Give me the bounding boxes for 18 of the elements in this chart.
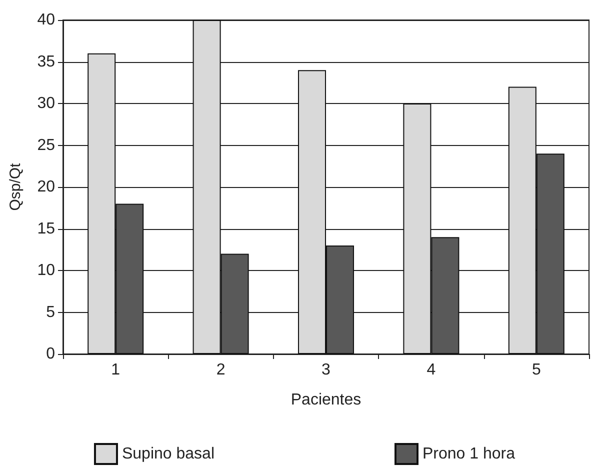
legend-label: Prono 1 hora <box>422 446 516 462</box>
y-tick-label: 25 <box>37 136 56 154</box>
x-tick-label: 2 <box>216 362 226 378</box>
y-tick-label: 0 <box>46 346 56 362</box>
x-tick-label: 3 <box>322 362 331 378</box>
legend-label: Supino basal <box>122 446 215 462</box>
x-tick-label: 1 <box>111 362 120 378</box>
y-tick-label: 20 <box>37 178 56 196</box>
y-tick-label: 10 <box>37 262 56 279</box>
y-tick-label: 30 <box>37 95 56 112</box>
x-axis-title: Pacientes <box>290 392 362 408</box>
y-tick-label: 40 <box>37 12 56 28</box>
x-tick-label: 4 <box>426 362 436 378</box>
y-tick-label: 35 <box>37 53 56 70</box>
x-tick-label: 5 <box>532 362 541 378</box>
y-tick-label: 5 <box>46 304 56 321</box>
y-tick-label: 15 <box>37 220 56 238</box>
y-axis-title: Qsp/Qt <box>7 162 24 211</box>
